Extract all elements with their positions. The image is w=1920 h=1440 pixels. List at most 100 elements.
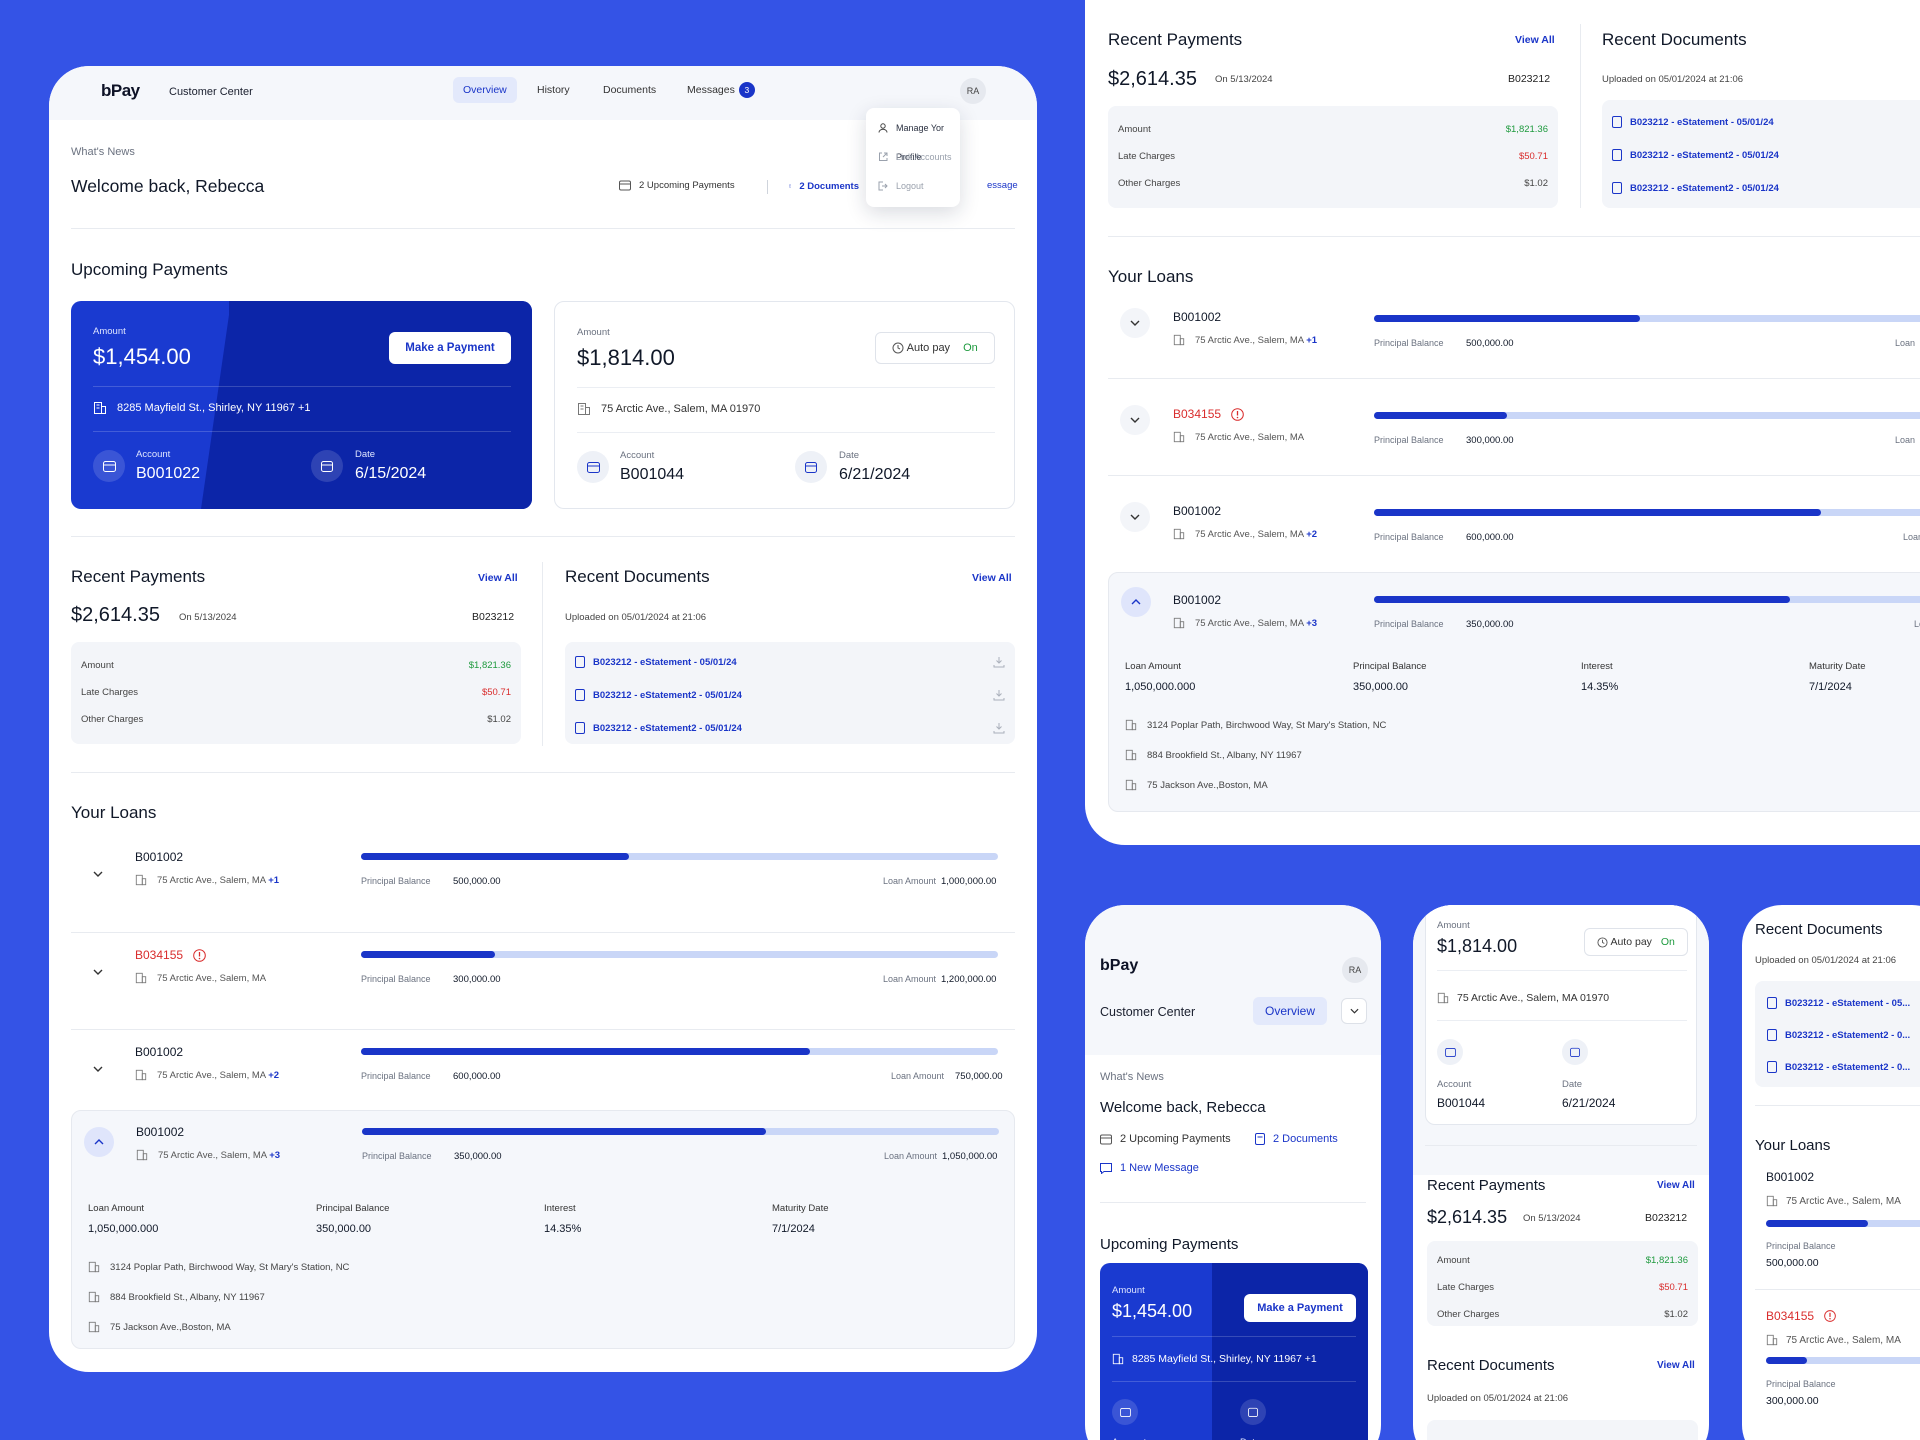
document-icon (1767, 1061, 1777, 1073)
principal-value: 300,000.00 (1466, 435, 1514, 446)
loan-address: 75 Arctic Ave., Salem, MA +3 (136, 1149, 280, 1161)
loan-row-expanded[interactable]: B001002 75 Arctic Ave., Salem, MA +3 Pri… (1108, 572, 1920, 812)
wallet-icon (93, 450, 125, 482)
recent-payments-view-all[interactable]: View All (1515, 34, 1555, 46)
loan-row[interactable]: B034155 75 Arctic Ave., Salem, MA Princi… (71, 934, 1015, 1030)
building-icon (135, 972, 147, 984)
loan-address-extra[interactable]: +3 (269, 1149, 281, 1161)
divider (577, 387, 995, 388)
documents-uploaded: Uploaded on 05/01/2024 at 21:06 (1427, 1393, 1569, 1404)
autopay-icon (892, 342, 904, 354)
loan-id: B001002 (1766, 1170, 1815, 1184)
autopay-toggle[interactable]: Auto pay On (875, 332, 995, 364)
menu-link-accounts-label: Link Accounts (896, 152, 952, 162)
documents-link[interactable]: 2 Documents (1255, 1133, 1338, 1145)
upcoming-payments-link[interactable]: 2 Upcoming Payments (619, 180, 735, 191)
recent-payments-ref: B023212 (472, 611, 515, 623)
tab-history[interactable]: History (537, 84, 570, 96)
loan-address-extra[interactable]: +2 (268, 1069, 280, 1081)
loan-address-extra[interactable]: +1 (1306, 334, 1318, 346)
recent-documents-view-all[interactable]: View All (972, 572, 1012, 584)
card-address-text: 8285 Mayfield St., Shirley, NY 11967 +1 (117, 402, 311, 414)
detail-loan-amount-label: Loan Amount (1125, 661, 1181, 672)
chevron-down-icon[interactable] (1120, 405, 1150, 435)
loan-address: 75 Arctic Ave., Salem, MA (1766, 1334, 1901, 1346)
loan-progress-bar (1374, 509, 1920, 516)
principal-value: 300,000.00 (453, 974, 501, 985)
documents-list: B023212 - eStatement - 05/01/24 B023212 … (565, 642, 1015, 744)
loan-progress-bar (1374, 596, 1920, 603)
news-label: What's News (71, 146, 135, 158)
loan-row[interactable]: B001002 75 Arctic Ave., Salem, MA +1 Pri… (71, 836, 1015, 932)
loan-address-text: 75 Arctic Ave., Salem, MA (1786, 1195, 1901, 1207)
message-link-partial[interactable]: essage (987, 180, 1018, 191)
tab-overview[interactable]: Overview (1253, 997, 1328, 1025)
document-item[interactable]: B023212 - eStatement2 - 05/01/24 (575, 722, 742, 734)
chevron-down-icon[interactable] (1341, 998, 1367, 1024)
make-payment-button[interactable]: Make a Payment (1244, 1294, 1356, 1322)
loan-address-extra[interactable]: +1 (268, 874, 280, 886)
detail-loan-amount: 1,050,000.000 (1125, 681, 1196, 693)
loan-row-expanded[interactable]: B001002 75 Arctic Ave., Salem, MA +3 Pri… (71, 1110, 1015, 1349)
chevron-down-icon[interactable] (83, 957, 113, 987)
detail-principal-label: Principal Balance (1353, 661, 1427, 672)
divider (1100, 1202, 1366, 1203)
chevron-down-icon[interactable] (83, 859, 113, 889)
recent-payments-view-all[interactable]: View All (1657, 1180, 1695, 1191)
divider (542, 562, 543, 746)
message-link[interactable]: 1 New Message (1100, 1162, 1199, 1174)
chevron-down-icon[interactable] (83, 1054, 113, 1084)
loan-address-text: 75 Arctic Ave., Salem, MA (157, 972, 267, 984)
autopay-toggle[interactable]: Auto pay On (1584, 928, 1688, 956)
building-icon (1173, 617, 1185, 629)
recent-documents-view-all[interactable]: View All (1657, 1360, 1695, 1371)
download-icon[interactable] (993, 656, 1005, 668)
avatar[interactable]: RA (1342, 957, 1368, 983)
document-item[interactable]: B023212 - eStatement2 - 05/01/24 (1612, 182, 1779, 194)
wallet-icon (1112, 1399, 1138, 1425)
document-item[interactable]: B023212 - eStatement - 05/01/24 (1612, 116, 1774, 128)
document-item[interactable]: B023212 - eStatement - 05... (1767, 997, 1910, 1009)
detail-address: 3124 Poplar Path, Birchwood Way, St Mary… (1125, 719, 1386, 731)
tab-documents[interactable]: Documents (603, 84, 657, 96)
breakdown-value: $1.02 (1664, 1309, 1688, 1320)
make-payment-button[interactable]: Make a Payment (389, 332, 511, 364)
loan-row[interactable]: B034155 75 Arctic Ave., Salem, MA Princi… (1108, 395, 1920, 475)
document-item[interactable]: B023212 - eStatement2 - 05/01/24 (1612, 149, 1779, 161)
loan-address-extra[interactable]: +3 (1306, 617, 1318, 629)
chevron-down-icon[interactable] (1120, 308, 1150, 338)
menu-manage-profile[interactable]: Manage Yor Profile (866, 114, 960, 162)
download-icon[interactable] (993, 722, 1005, 734)
chevron-down-icon[interactable] (1120, 502, 1150, 532)
loan-row[interactable]: B001002 75 Arctic Ave., Salem, MA +2 Pri… (71, 1031, 1015, 1127)
principal-label: Principal Balance (1374, 435, 1444, 445)
documents-link[interactable]: 2 Documents (789, 180, 859, 192)
amount-label: Amount (1112, 1285, 1145, 1296)
loan-id: B001002 (1173, 310, 1222, 324)
loan-address-text: 75 Arctic Ave., Salem, MA (158, 1149, 267, 1161)
chevron-up-icon[interactable] (84, 1127, 114, 1157)
recent-payments-view-all[interactable]: View All (478, 572, 518, 584)
document-item[interactable]: B023212 - eStatement2 - 0... (1767, 1061, 1910, 1073)
document-item[interactable]: B023212 - eStatement2 - 0... (1767, 1029, 1910, 1041)
building-icon (88, 1321, 100, 1333)
download-icon[interactable] (993, 689, 1005, 701)
divider (71, 932, 1015, 933)
loan-row[interactable]: B001002 75 Arctic Ave., Salem, MA +1 Pri… (1108, 298, 1920, 378)
your-loans-title: Your Loans (1755, 1137, 1831, 1154)
tab-overview[interactable]: Overview (453, 77, 517, 103)
menu-logout[interactable]: Logout (866, 172, 960, 201)
loan-address-extra[interactable]: +2 (1306, 528, 1318, 540)
loan-progress-fill (1374, 596, 1791, 603)
avatar[interactable]: RA (960, 78, 986, 104)
menu-link-accounts[interactable]: Link Accounts (866, 143, 960, 172)
loan-row[interactable]: B001002 75 Arctic Ave., Salem, MA +2 Pri… (1108, 492, 1920, 572)
upcoming-payments-link[interactable]: 2 Upcoming Payments (1100, 1133, 1231, 1145)
loan-progress-fill (361, 1048, 811, 1055)
detail-loan-amount-label: Loan Amount (88, 1203, 144, 1214)
chevron-up-icon[interactable] (1121, 587, 1151, 617)
date-value: 6/21/2024 (839, 466, 911, 483)
document-item[interactable]: B023212 - eStatement - 05/01/24 (575, 656, 737, 668)
tab-messages[interactable]: Messages 3 (677, 77, 765, 103)
document-item[interactable]: B023212 - eStatement2 - 05/01/24 (575, 689, 742, 701)
